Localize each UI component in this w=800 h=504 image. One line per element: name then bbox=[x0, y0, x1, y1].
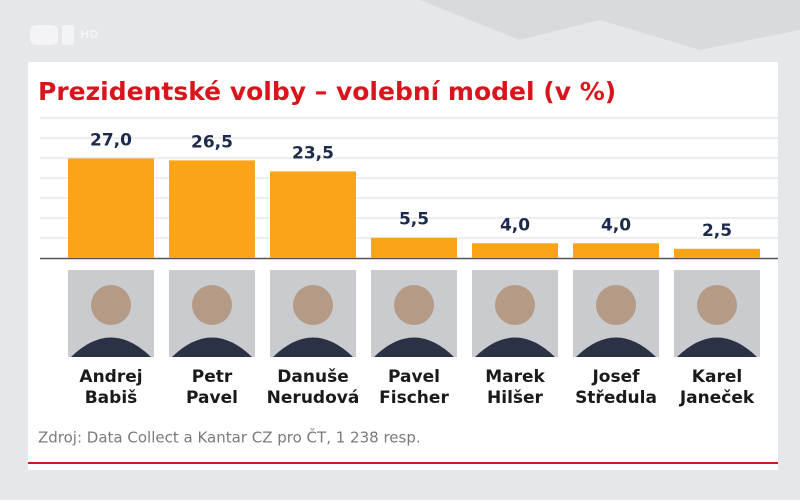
x-tick-label: Danuše bbox=[277, 367, 348, 387]
x-tick-label: Pavel bbox=[388, 367, 440, 387]
logo-mark bbox=[62, 25, 74, 45]
x-tick-label: Janeček bbox=[679, 388, 755, 408]
photo-body bbox=[576, 337, 656, 357]
grid bbox=[40, 117, 778, 239]
bar bbox=[68, 158, 154, 258]
source: Zdroj: Data Collect a Kantar CZ pro ČT, … bbox=[38, 428, 421, 447]
x-tick-label: Nerudová bbox=[267, 388, 360, 408]
x-tick-label: Marek bbox=[485, 367, 545, 387]
logo-text: HD bbox=[80, 28, 98, 41]
value-label: 26,5 bbox=[191, 132, 233, 152]
photo-body bbox=[374, 337, 454, 357]
x-tick-label: Středula bbox=[575, 388, 657, 408]
photo-body bbox=[172, 337, 252, 357]
value-label: 5,5 bbox=[399, 210, 429, 230]
chart-title: Prezidentské volby – volební model (v %) bbox=[38, 77, 616, 106]
photo-head bbox=[91, 285, 131, 325]
bar bbox=[270, 171, 356, 258]
map-shape bbox=[420, 0, 800, 50]
bar bbox=[472, 243, 558, 258]
bar bbox=[573, 243, 659, 258]
value-label: 2,5 bbox=[702, 221, 732, 241]
logo: HD bbox=[30, 25, 98, 45]
bar bbox=[674, 248, 760, 258]
x-tick-label: Andrej bbox=[79, 367, 142, 387]
value-label: 23,5 bbox=[292, 143, 334, 163]
x-tick-label: Babiš bbox=[85, 388, 138, 408]
bar bbox=[169, 160, 255, 258]
photo-head bbox=[394, 285, 434, 325]
x-tick-label: Fischer bbox=[379, 388, 449, 408]
value-label: 27,0 bbox=[90, 131, 132, 151]
photo-body bbox=[71, 337, 151, 357]
value-label: 4,0 bbox=[601, 215, 631, 235]
photo-head bbox=[596, 285, 636, 325]
photo-head bbox=[697, 285, 737, 325]
x-tick-label: Petr bbox=[192, 367, 233, 387]
photo-head bbox=[192, 285, 232, 325]
value-label: 4,0 bbox=[500, 215, 530, 235]
x-tick-label: Pavel bbox=[186, 388, 238, 408]
photo-body bbox=[677, 337, 757, 357]
x-tick-label: Hilšer bbox=[487, 388, 544, 408]
photo-body bbox=[475, 337, 555, 357]
x-tick-label: Josef bbox=[591, 367, 640, 387]
x-tick-label: Karel bbox=[692, 367, 742, 387]
photo-head bbox=[293, 285, 333, 325]
bar bbox=[371, 237, 457, 258]
logo-mark bbox=[30, 25, 58, 45]
photo-head bbox=[495, 285, 535, 325]
photo-body bbox=[273, 337, 353, 357]
panel bbox=[28, 62, 778, 470]
